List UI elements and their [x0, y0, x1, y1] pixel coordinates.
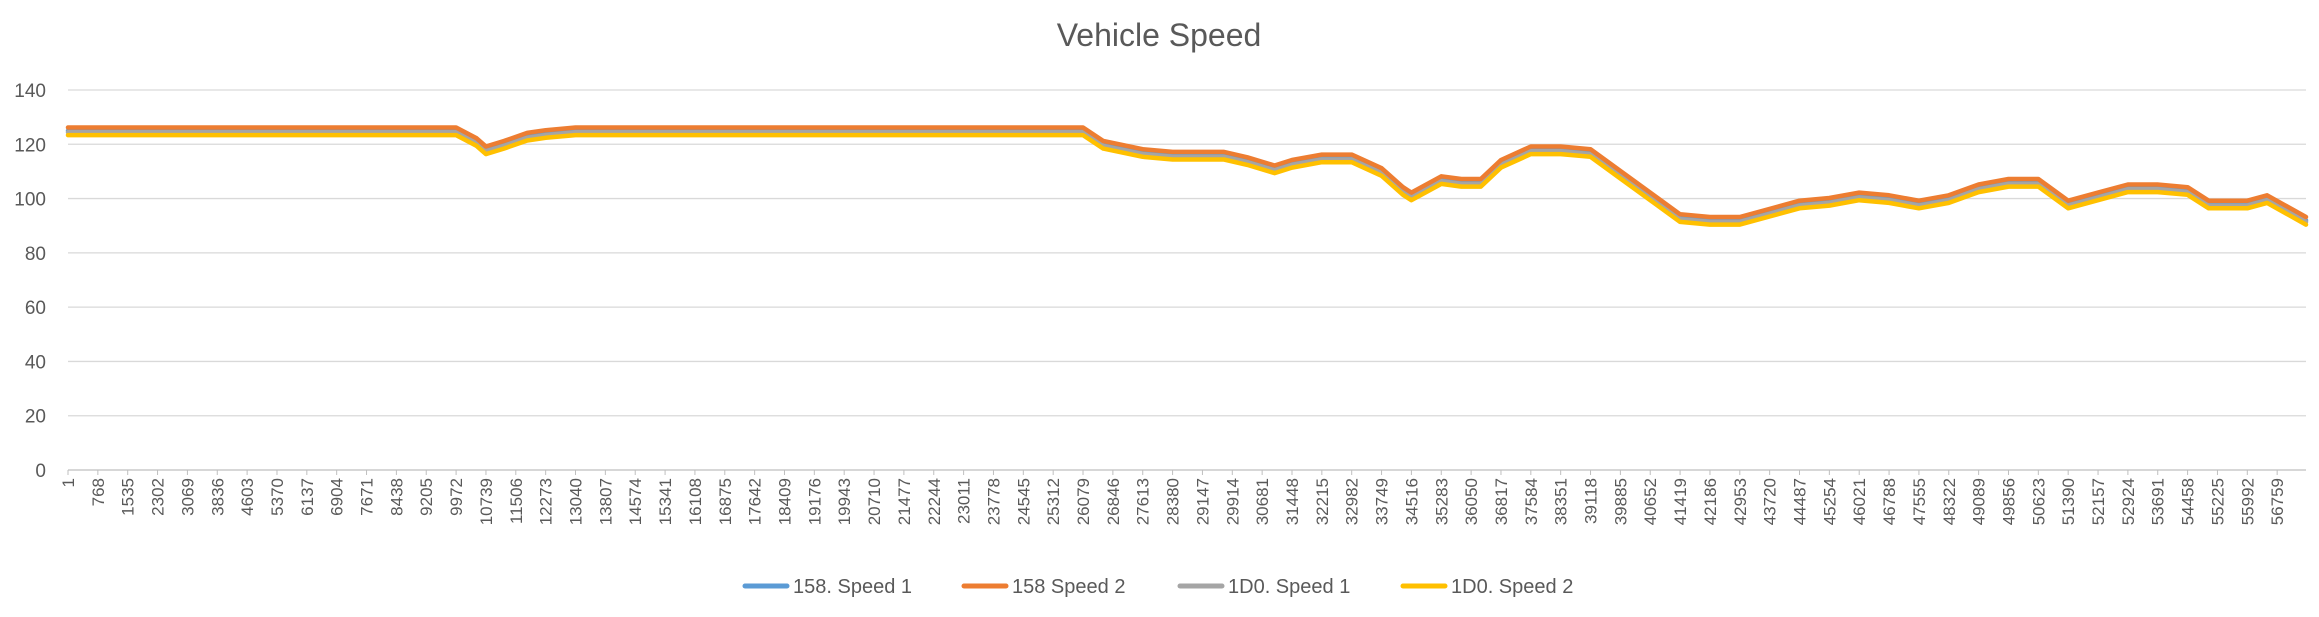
x-tick-label: 23011	[955, 478, 974, 524]
x-tick-label: 53691	[2149, 478, 2168, 525]
x-tick-label: 46021	[1850, 478, 1869, 525]
x-tick-label: 8438	[387, 478, 406, 516]
y-tick-label: 100	[14, 190, 46, 211]
x-tick-label: 1535	[119, 478, 138, 516]
x-tick-label: 24545	[1014, 478, 1033, 525]
y-tick-label: 120	[14, 135, 46, 156]
legend-label: 1D0. Speed 2	[1451, 576, 1573, 598]
x-tick-label: 49856	[1999, 478, 2018, 525]
x-tick-label: 28380	[1164, 478, 1183, 525]
x-tick-label: 46788	[1880, 478, 1899, 525]
y-axis: 0 20 40 60 80 100 120 140	[14, 81, 46, 482]
x-tick-label: 52157	[2089, 478, 2108, 525]
x-tick-label: 2302	[149, 478, 168, 516]
legend: 158. Speed 1 158 Speed 2 1D0. Speed 1 1D0. …	[742, 576, 1573, 598]
y-tick-label: 80	[25, 244, 46, 265]
y-tick-label: 60	[25, 298, 46, 319]
x-tick-label: 26079	[1074, 478, 1093, 525]
x-axis: 1 768 1535 2302 3069 3836 4603 5370 6137 6904 7671…	[59, 470, 2287, 525]
x-tick-label: 12273	[537, 478, 556, 525]
series-line-3	[65, 130, 2309, 225]
x-tick-label: 34516	[1402, 478, 1421, 525]
x-tick-label: 27613	[1134, 478, 1153, 525]
x-tick-label: 30681	[1253, 478, 1272, 525]
x-tick-label: 9205	[417, 478, 436, 516]
x-tick-label: 26846	[1104, 478, 1123, 525]
x-tick-label: 15341	[656, 478, 675, 525]
x-tick-label: 37584	[1522, 478, 1541, 525]
x-tick-label: 36050	[1462, 478, 1481, 525]
x-tick-label: 20710	[865, 478, 884, 525]
x-tick-label: 22244	[925, 478, 944, 525]
x-tick-label: 23778	[984, 478, 1003, 525]
x-tick-label: 44487	[1791, 478, 1810, 525]
legend-label: 158. Speed 1	[793, 576, 912, 598]
x-tick-label: 41419	[1671, 478, 1690, 525]
y-tick-label: 20	[25, 407, 46, 428]
x-tick-label: 54458	[2179, 478, 2198, 525]
x-tick-label: 55225	[2208, 478, 2227, 525]
x-tick-label: 19176	[805, 478, 824, 525]
x-tick-label: 17642	[746, 478, 765, 525]
x-tick-label: 768	[89, 478, 108, 506]
y-tick-label: 140	[14, 81, 46, 102]
x-tick-label: 13807	[596, 478, 615, 525]
x-tick-label: 38351	[1552, 478, 1571, 525]
x-tick-label: 43720	[1761, 478, 1780, 525]
x-tick-label: 40652	[1641, 478, 1660, 525]
series-line-4	[65, 132, 2309, 227]
x-tick-label: 4603	[238, 478, 257, 516]
x-tick-label: 47555	[1910, 478, 1929, 525]
x-tick-label: 52924	[2119, 478, 2138, 525]
x-tick-label: 3836	[208, 478, 227, 516]
x-tick-label: 10739	[477, 478, 496, 525]
x-tick-label: 42953	[1731, 478, 1750, 525]
x-tick-label: 42186	[1701, 478, 1720, 525]
x-tick-label: 3069	[178, 478, 197, 516]
x-tick-label: 7671	[358, 478, 377, 516]
x-tick-label: 55992	[2238, 478, 2257, 525]
x-tick-label: 51390	[2059, 478, 2078, 525]
x-tick-label: 16108	[686, 478, 705, 525]
legend-label: 158 Speed 2	[1012, 576, 1125, 598]
x-tick-label: 16875	[716, 478, 735, 525]
y-tick-label: 0	[35, 461, 46, 482]
x-tick-label: 48322	[1940, 478, 1959, 525]
x-tick-label: 33749	[1373, 478, 1392, 525]
x-tick-label: 32215	[1313, 478, 1332, 525]
x-tick-label: 5370	[268, 478, 287, 516]
x-tick-label: 21477	[895, 478, 914, 525]
x-tick-label: 49089	[1970, 478, 1989, 525]
x-tick-label: 32982	[1343, 478, 1362, 525]
x-tick-label: 36817	[1492, 478, 1511, 525]
x-tick-label: 6137	[298, 478, 317, 516]
x-tick-label: 11506	[507, 478, 526, 524]
x-tick-label: 14574	[626, 478, 645, 525]
x-tick-label: 1	[59, 478, 78, 487]
x-tick-label: 45254	[1820, 478, 1839, 525]
x-tick-label: 39118	[1582, 478, 1601, 524]
x-tick-label: 29914	[1223, 478, 1242, 525]
gridlines	[68, 89, 2306, 471]
y-tick-label: 40	[25, 352, 46, 373]
series-line-2	[65, 125, 2309, 220]
x-tick-label: 13040	[567, 478, 586, 525]
x-tick-label: 29147	[1193, 478, 1212, 525]
x-tick-label: 35283	[1432, 478, 1451, 525]
x-tick-label: 9972	[447, 478, 466, 516]
x-tick-label: 31448	[1283, 478, 1302, 525]
legend-label: 1D0. Speed 1	[1228, 576, 1350, 598]
x-tick-label: 6904	[328, 478, 347, 516]
x-tick-label: 19943	[835, 478, 854, 525]
x-tick-label: 56759	[2268, 478, 2287, 525]
chart-title: Vehicle Speed	[1057, 17, 1262, 53]
x-tick-label: 18409	[775, 478, 794, 525]
plot-area	[65, 125, 2309, 227]
x-tick-label: 39885	[1611, 478, 1630, 525]
x-tick-label: 50623	[2029, 478, 2048, 525]
x-tick-label: 25312	[1044, 478, 1063, 525]
